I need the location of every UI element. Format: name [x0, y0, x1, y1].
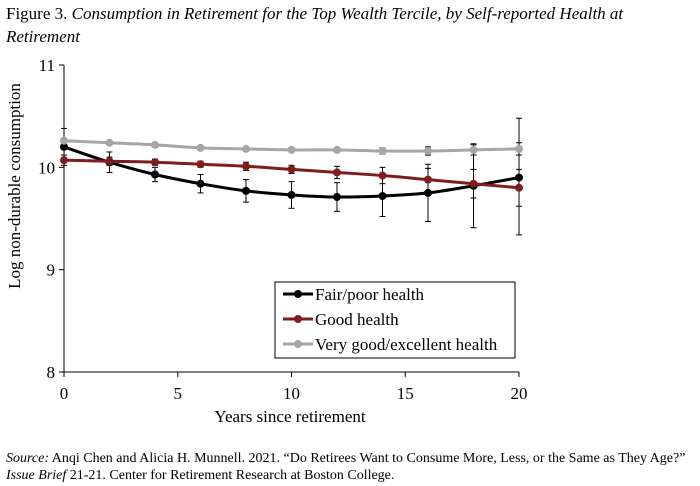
data-point	[469, 179, 478, 188]
x-tick-label: 15	[397, 384, 414, 403]
legend-marker	[294, 315, 302, 323]
data-point	[196, 143, 205, 152]
data-point	[469, 145, 478, 154]
source-text-2: 21-21. Center for Retirement Research at…	[66, 468, 395, 483]
source-text-1: Anqi Chen and Alicia H. Munnell. 2021. “…	[49, 451, 686, 466]
data-point	[242, 162, 250, 171]
chart-axes: 8 9 10 11 0 5 10 15 20	[38, 56, 528, 403]
data-point	[287, 145, 296, 154]
data-point	[515, 144, 523, 153]
y-tick-label: 9	[47, 261, 56, 280]
data-point	[60, 156, 68, 165]
legend-marker	[294, 290, 302, 298]
y-tick-label: 8	[47, 363, 56, 382]
chart-legend: Fair/poor health Good health Very good/exc…	[274, 281, 516, 359]
data-point	[105, 138, 114, 147]
data-point	[196, 160, 205, 169]
source-publication: Issue Brief	[6, 468, 67, 483]
data-point	[333, 193, 341, 202]
legend-marker	[294, 340, 302, 348]
data-point	[242, 144, 250, 153]
data-point	[424, 188, 432, 197]
data-point	[151, 170, 159, 179]
figure-title-text: Consumption in Retirement for the Top We…	[6, 4, 624, 46]
error-bars	[61, 117, 522, 236]
figure-number: Figure 3.	[6, 4, 68, 23]
data-point	[151, 140, 159, 149]
data-point	[333, 168, 341, 177]
x-tick-label: 10	[283, 384, 300, 403]
data-point	[287, 165, 296, 174]
data-point	[333, 145, 341, 154]
data-point	[60, 136, 68, 145]
data-point	[242, 186, 250, 195]
x-axis-label: Years since retirement	[214, 407, 366, 426]
legend-box	[274, 281, 516, 359]
data-point	[378, 191, 387, 200]
y-tick-label: 11	[39, 56, 55, 75]
data-point	[151, 158, 159, 167]
x-tick-label: 0	[60, 384, 69, 403]
source-label: Source:	[6, 451, 50, 466]
line-chart: 8 9 10 11 0 5 10 15 20 Fair/poor health Good heal…	[5, 56, 528, 426]
data-point	[378, 171, 387, 180]
source-note: Source: Anqi Chen and Alicia H. Munnell.…	[6, 450, 696, 484]
y-axis-label: Log non-durable consumption	[5, 83, 24, 289]
data-point	[515, 183, 523, 192]
series-points	[60, 136, 523, 202]
data-point	[424, 146, 432, 155]
legend-label: Good health	[315, 310, 399, 329]
legend-label: Very good/excellent health	[315, 335, 498, 354]
data-point	[196, 179, 205, 188]
x-tick-label: 20	[511, 384, 528, 403]
figure-title: Figure 3. Consumption in Retirement for …	[6, 2, 696, 48]
data-point	[378, 146, 387, 155]
data-point	[60, 142, 68, 151]
data-point	[424, 175, 432, 184]
x-tick-label: 5	[174, 384, 183, 403]
data-point	[287, 190, 296, 199]
data-point	[105, 157, 114, 166]
legend-label: Fair/poor health	[315, 285, 425, 304]
data-point	[515, 173, 523, 182]
y-tick-label: 10	[38, 158, 55, 177]
